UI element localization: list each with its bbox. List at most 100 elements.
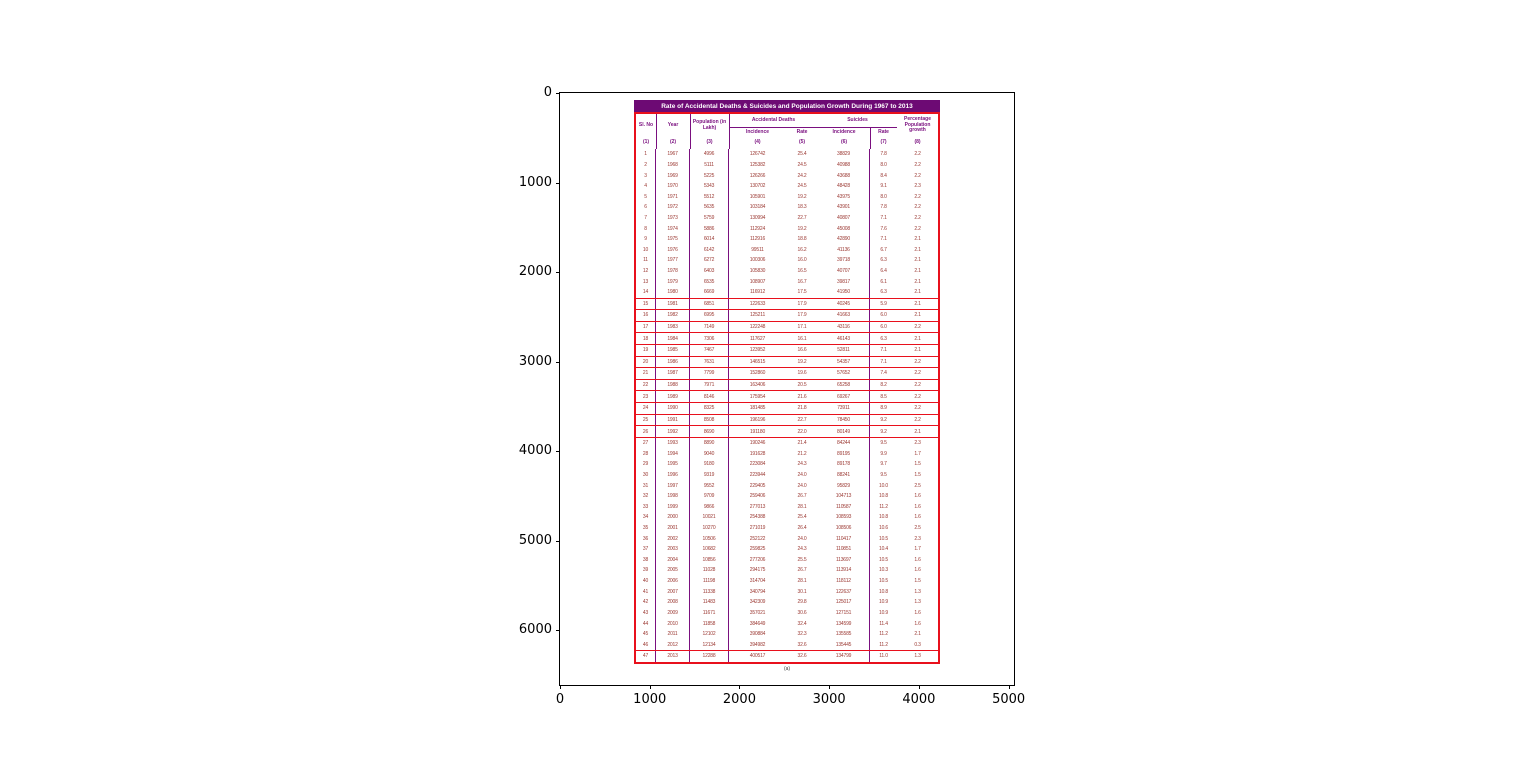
table-cell: 6995 (690, 310, 729, 321)
table-cell: 1989 (656, 391, 690, 403)
table-cell: 254388 (749, 514, 766, 521)
table-row: 32 1998 9709 259406 26.7 104713 10.8 1.6 (636, 490, 938, 502)
table-cell: 24.0 (797, 471, 807, 478)
table-cell: 24.2 (797, 172, 807, 179)
table-cell: 25.5 (797, 556, 807, 563)
table-cell: 342309 (749, 599, 766, 606)
table-cell: 2010 (656, 618, 690, 629)
table-cell: 39 (636, 565, 656, 576)
table-cell: 122248 (749, 324, 766, 331)
table-cell: 48428 (818, 180, 870, 192)
table-cell: 9180 (690, 459, 729, 470)
table-cell: 1968 (656, 159, 690, 171)
table-cell: 357021 (749, 609, 766, 616)
table-cell: 2002 (656, 533, 690, 544)
table-cell: 8.5 (880, 393, 887, 400)
table-cell: 2012 (656, 639, 690, 651)
header-sui-incidence: Incidence (832, 128, 856, 135)
table-row: 3 1969 5225 126266 24.2 43688 8.4 2.2 (636, 170, 938, 181)
x-tick (829, 685, 831, 689)
table-row: 5 1971 5512 105901 19.2 43975 8.0 2.2 (636, 191, 938, 203)
table-cell: 1981 (656, 298, 690, 310)
table-cell: 6142 (690, 244, 729, 256)
table-row: 35 2001 10270 271019 26.4 108506 10.6 2.5 (636, 522, 938, 534)
table-cell: 127151 (818, 607, 870, 619)
table-cell: 5886 (690, 223, 729, 234)
table-cell: 1973 (656, 212, 690, 224)
table-cell: 2.1 (914, 347, 921, 354)
x-tick (649, 685, 651, 689)
table-cell: 130702 (749, 183, 766, 190)
table-cell: 42890 (818, 233, 870, 245)
table-cell: 2.1 (914, 236, 921, 243)
table-cell: 10021 (690, 512, 729, 523)
table-cell: 24.0 (797, 482, 807, 489)
table-cell: 1975 (656, 233, 690, 245)
table-cell: 1992 (656, 426, 690, 437)
table-cell: 126266 (749, 172, 766, 179)
table-cell: 19 (636, 344, 656, 356)
table-cell: 2.2 (914, 382, 921, 389)
table-cell: 314704 (749, 578, 766, 585)
table-row: 47 2013 12288 400517 32.6 134799 11.0 1.3 (636, 650, 938, 662)
table-row: 28 1994 9040 191628 21.2 89195 9.9 1.7 (636, 448, 938, 460)
header-year: Year (667, 121, 679, 128)
table-row: 27 1993 8890 190246 21.4 84244 9.5 2.3 (636, 437, 938, 449)
table-cell: 42 (636, 596, 656, 608)
table-cell: 113914 (818, 565, 870, 576)
table-cell: 16.1 (797, 335, 807, 342)
table-cell: 2.2 (914, 393, 921, 400)
table-cell: 125017 (818, 596, 870, 608)
table-cell: 7.4 (880, 370, 887, 377)
table-cell: 1988 (656, 379, 690, 391)
table-cell: 1984 (656, 333, 690, 344)
table-cell: 11483 (690, 596, 729, 608)
table-cell: 7.6 (880, 225, 887, 232)
table-cell: 9.2 (880, 428, 887, 435)
table-cell: 1985 (656, 344, 690, 356)
y-tick (556, 451, 560, 453)
table-header: Sl. No Year Population (in Lakh) Acciden… (636, 114, 938, 149)
table-cell: 32.3 (797, 631, 807, 638)
table-cell: 10856 (690, 554, 729, 566)
table-cell: 7306 (690, 333, 729, 344)
table-cell: 2013 (656, 651, 690, 662)
table-cell: 8.4 (880, 172, 887, 179)
table-cell: 2.1 (914, 312, 921, 319)
table-cell: 6.0 (880, 324, 887, 331)
table-cell: 2000 (656, 512, 690, 523)
table-cell: 25.4 (797, 514, 807, 521)
table-row: 21 1987 7799 152860 19.6 57652 7.4 2.2 (636, 367, 938, 379)
table-cell: 10.5 (879, 556, 888, 563)
table-cell: 9.1 (880, 183, 887, 190)
table-cell: 1.6 (914, 620, 921, 627)
table-cell: 7.1 (880, 358, 887, 365)
table-cell: 41950 (818, 286, 870, 298)
table-cell: 16.2 (797, 246, 807, 253)
table-body: Sl. No Year Population (in Lakh) Acciden… (634, 112, 940, 664)
table-cell: 23 (636, 391, 656, 403)
table-cell: 11.2 (879, 631, 888, 638)
table-cell: 103184 (749, 204, 766, 211)
table-cell: 19.6 (797, 370, 807, 377)
table-cell: 20.5 (797, 382, 807, 389)
table-row: 16 1982 6995 125211 17.9 41663 6.0 2.1 (636, 309, 938, 321)
table-cell: 2.2 (914, 151, 921, 158)
table-cell: 390884 (749, 631, 766, 638)
table-cell: 38829 (818, 149, 870, 160)
table-cell: 1.5 (914, 461, 921, 468)
table-cell: 2.2 (914, 214, 921, 221)
table-cell: 134799 (818, 651, 870, 662)
table-row: 14 1980 6669 116912 17.5 41950 6.3 2.1 (636, 286, 938, 298)
table-row: 9 1975 6014 112916 18.8 42890 7.1 2.1 (636, 233, 938, 245)
x-tick (918, 685, 920, 689)
table-row: 40 2006 11198 314704 28.1 118112 10.5 1.5 (636, 575, 938, 587)
table-cell: 17 (636, 321, 656, 333)
table-cell: 27 (636, 437, 656, 449)
table-cell: 19.2 (797, 225, 807, 232)
table-cell: 9.5 (880, 471, 887, 478)
table-cell: 2007 (656, 586, 690, 597)
table-row: 29 1995 9180 223084 24.3 89178 9.7 1.5 (636, 459, 938, 470)
table-row: 20 1986 7631 146515 19.2 54357 7.1 2.2 (636, 355, 938, 368)
table-cell: 7149 (690, 321, 729, 333)
